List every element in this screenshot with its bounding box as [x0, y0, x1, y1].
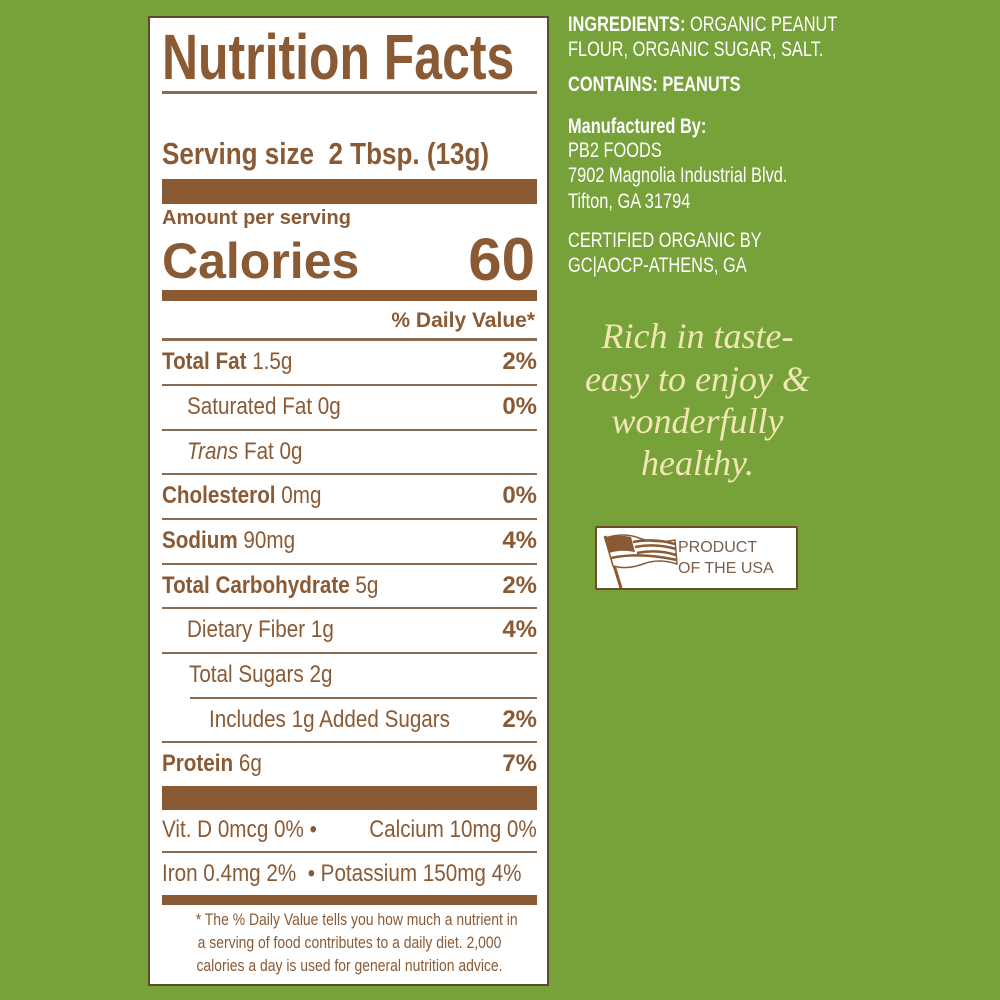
- vitamin-row-2: Iron 0.4mg 2% • Potassium 150mg 4%: [162, 860, 522, 887]
- tagline-line: easy to enjoy &: [585, 359, 810, 399]
- nutrient-row-dietary-fiber: Dietary Fiber 1g 4%: [187, 616, 537, 643]
- nutrient-row-saturated-fat: Saturated Fat 0g 0%: [187, 393, 537, 420]
- footnote-line: * The % Daily Value tells you how much a…: [195, 910, 518, 929]
- divider: [162, 429, 537, 431]
- certified-organic-1: CERTIFIED ORGANIC BY: [568, 229, 762, 252]
- tagline-line: wonderfully: [611, 401, 784, 441]
- label-title: Nutrition Facts: [162, 21, 515, 93]
- thick-bar: [162, 179, 537, 204]
- nutrient-row-sodium: Sodium 90mg 4%: [162, 527, 537, 554]
- medium-bar: [162, 895, 537, 905]
- divider: [162, 338, 537, 341]
- divider: [162, 473, 537, 475]
- footnote-line: calories a day is used for general nutri…: [196, 956, 503, 975]
- nutrient-row-total-sugars: Total Sugars 2g: [189, 661, 333, 688]
- ingredients-line-1: INGREDIENTS: ORGANIC PEANUT: [568, 13, 838, 36]
- allergen-contains: CONTAINS: PEANUTS: [568, 73, 741, 96]
- badge-text: PRODUCT OF THE USA: [678, 537, 774, 579]
- divider: [162, 563, 537, 565]
- footnote-line: a serving of food contributes to a daily…: [197, 933, 502, 952]
- vitamin-row-1: Vit. D 0mcg 0% • Calcium 10mg 0%: [162, 816, 537, 843]
- manufacturer-address-2: Tifton, GA 31794: [568, 190, 691, 213]
- divider: [162, 652, 537, 654]
- nutrient-row-total-fat: Total Fat 1.5g 2%: [162, 348, 537, 375]
- calories-value: 60: [468, 226, 535, 293]
- tagline-line: healthy.: [641, 443, 754, 483]
- footnote: * The % Daily Value tells you how much a…: [162, 908, 537, 977]
- ingredients-line-2: FLOUR, ORGANIC SUGAR, SALT.: [568, 38, 824, 61]
- medium-bar: [162, 290, 537, 301]
- title-divider: [162, 91, 537, 94]
- tagline-line: Rich in taste-: [601, 316, 794, 356]
- daily-value-header: % Daily Value*: [391, 309, 535, 332]
- divider: [162, 741, 537, 743]
- product-of-usa-badge: PRODUCT OF THE USA: [595, 526, 798, 590]
- nutrient-row-protein: Protein 6g 7%: [162, 750, 537, 777]
- divider: [162, 518, 537, 520]
- divider: [162, 384, 537, 386]
- badge-line-2: OF THE USA: [678, 560, 774, 577]
- serving-size-label: Serving size: [162, 136, 314, 171]
- manufacturer-address-1: 7902 Magnolia Industrial Blvd.: [568, 164, 788, 187]
- divider: [190, 697, 537, 699]
- nutrient-row-cholesterol: Cholesterol 0mg 0%: [162, 482, 537, 509]
- thick-bar: [162, 786, 537, 810]
- divider: [162, 851, 537, 853]
- nutrient-row-trans-fat: Trans Fat 0g: [187, 438, 303, 465]
- certified-organic-2: GC|AOCP-ATHENS, GA: [568, 254, 747, 277]
- divider: [162, 607, 537, 609]
- nutrient-row-total-carbohydrate: Total Carbohydrate 5g 2%: [162, 572, 537, 599]
- serving-size-value: 2 Tbsp. (13g): [328, 136, 490, 171]
- manufactured-by-label: Manufactured By:: [568, 115, 707, 138]
- us-flag-icon: [603, 534, 678, 589]
- amount-per-serving: Amount per serving: [162, 207, 351, 229]
- nutrition-facts-label: Nutrition Facts Serving size 2 Tbsp. (13…: [148, 16, 549, 986]
- serving-size: Serving size 2 Tbsp. (13g): [162, 136, 489, 172]
- nutrient-row-added-sugars: Includes 1g Added Sugars 2%: [209, 706, 537, 733]
- badge-line-1: PRODUCT: [678, 539, 758, 556]
- manufacturer-name: PB2 FOODS: [568, 139, 662, 162]
- calories-label: Calories: [162, 233, 360, 289]
